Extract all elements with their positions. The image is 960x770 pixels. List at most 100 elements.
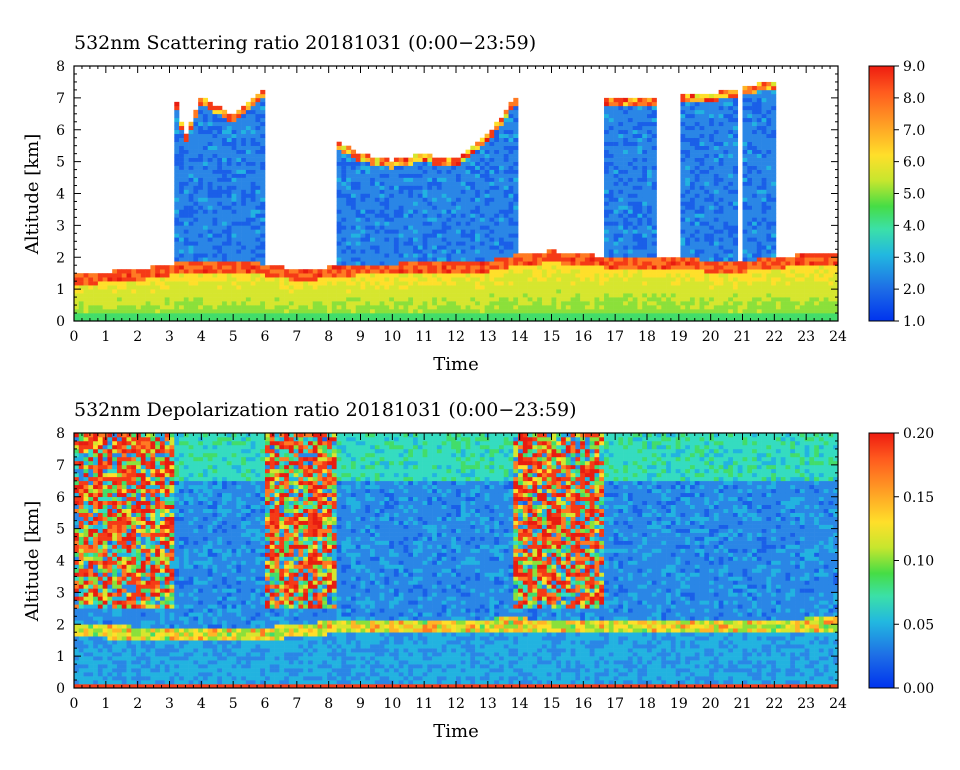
scattering-cell [732, 137, 739, 142]
scattering-cell [255, 269, 261, 274]
scattering-cell [613, 185, 619, 190]
scattering-cell [709, 185, 715, 190]
scattering-cell [198, 181, 204, 186]
scattering-cell [713, 145, 719, 150]
scattering-cell [599, 269, 605, 274]
scattering-cell [446, 305, 452, 310]
scattering-cell [713, 285, 719, 290]
scattering-cell [732, 149, 739, 154]
scattering-cell [508, 141, 514, 146]
scattering-cell [465, 181, 471, 186]
scattering-cell [675, 265, 681, 270]
scattering-cell [718, 145, 724, 150]
scattering-cell [107, 305, 113, 310]
scattering-cell [279, 305, 285, 310]
scattering-cell [618, 177, 624, 182]
scattering-cell [365, 205, 371, 210]
scattering-cell [484, 189, 490, 194]
scattering-cell [398, 281, 404, 286]
scattering-cell [713, 269, 719, 274]
scattering-cell [360, 261, 366, 266]
scattering-cell [565, 265, 571, 270]
scattering-cell [250, 189, 256, 194]
scattering-cell-column [642, 97, 648, 321]
scattering-cell [150, 285, 156, 290]
scattering-cell [604, 109, 610, 115]
scattering-cell [331, 297, 337, 302]
scattering-cell [226, 145, 232, 150]
scattering-cell [174, 133, 180, 139]
scattering-cell [327, 277, 333, 282]
scattering-cell [484, 197, 490, 202]
scattering-cell [728, 165, 734, 170]
scattering-cell-column [78, 273, 84, 321]
scattering-cell [694, 169, 700, 174]
scattering-cell [413, 261, 419, 266]
scattering-cell [288, 281, 294, 286]
scattering-cell [532, 293, 538, 298]
scattering-cell [627, 205, 633, 210]
scattering-cell [498, 205, 505, 210]
scattering-cell [699, 185, 705, 190]
scattering-cell [341, 217, 347, 222]
scattering-cell [413, 309, 419, 314]
scattering-cell [446, 293, 452, 298]
scattering-cell [365, 249, 371, 254]
scattering-cell [618, 205, 624, 210]
scattering-cell [379, 301, 385, 306]
scattering-cell [188, 301, 194, 306]
scattering-cell [389, 225, 395, 230]
scattering-cell [207, 265, 213, 270]
scattering-cell [231, 173, 237, 178]
scattering-cell [470, 285, 476, 290]
scattering-cell [670, 285, 676, 290]
scattering-cell [193, 209, 199, 214]
scattering-cell [384, 185, 390, 190]
scattering-cell [107, 289, 113, 294]
scattering-cell [632, 113, 638, 119]
scattering-cell [446, 185, 452, 190]
scattering-cell [551, 293, 557, 298]
scattering-cell [307, 281, 314, 286]
scattering-cell [432, 185, 438, 190]
scattering-cell [489, 169, 495, 174]
scattering-cell [475, 225, 481, 230]
scattering-cell [241, 117, 247, 123]
scattering-cell [718, 133, 724, 139]
scattering-cell [456, 185, 462, 190]
scattering-cell [627, 149, 633, 154]
scattering-cell [642, 277, 648, 282]
scattering-cell [370, 221, 376, 226]
scattering-cell [417, 193, 423, 198]
scattering-cell [465, 261, 471, 266]
scattering-cell [451, 245, 457, 250]
scattering-cell [699, 269, 705, 274]
scattering-cell-column [637, 97, 643, 321]
scattering-cell [446, 317, 452, 321]
scattering-cell [527, 281, 533, 286]
scattering-cell [379, 261, 385, 266]
scattering-cell [417, 309, 423, 314]
scattering-cell [198, 237, 204, 242]
scattering-cell [222, 173, 228, 178]
scattering-cell [193, 133, 199, 139]
scattering-cell [207, 277, 213, 282]
scattering-cell [341, 177, 347, 182]
scattering-cell [207, 129, 213, 135]
scattering-cell [465, 225, 471, 230]
scattering-cell [250, 109, 256, 115]
scattering-cell [107, 281, 113, 286]
scattering-cell [685, 125, 691, 131]
scattering-cell [331, 317, 337, 321]
scattering-cell [217, 201, 223, 206]
scattering-cell [713, 237, 719, 242]
scattering-cell [689, 197, 696, 202]
scattering-cell [709, 301, 715, 306]
scattering-cell [451, 221, 457, 226]
scattering-cell [465, 265, 471, 270]
scattering-cell [709, 285, 715, 290]
scattering-cell [288, 305, 294, 310]
scattering-cell [193, 293, 199, 298]
scattering-cell [193, 253, 199, 258]
scattering-cell [350, 193, 357, 198]
